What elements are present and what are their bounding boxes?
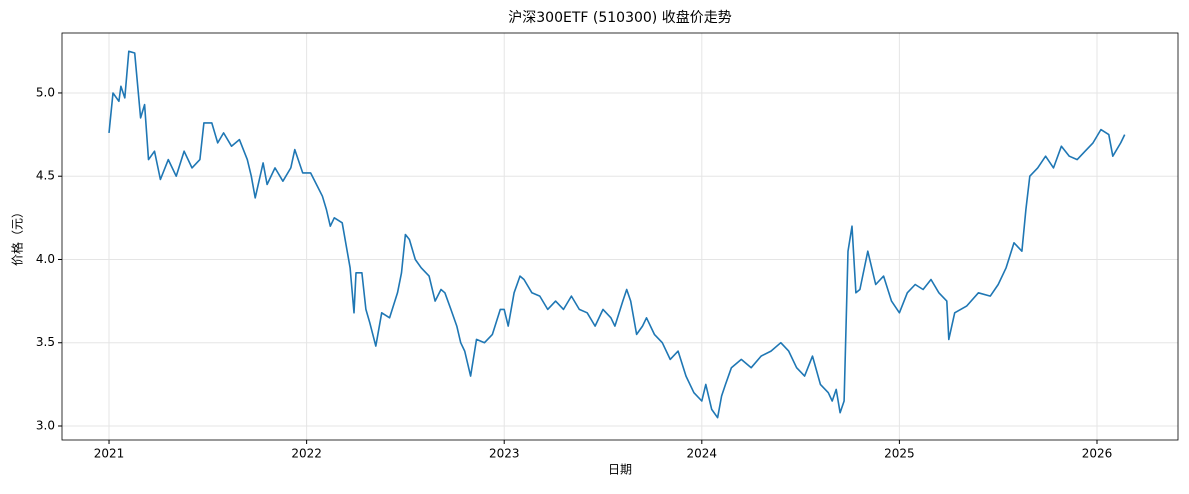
y-axis-label: 价格（元） [10, 206, 25, 266]
x-axis-label: 日期 [608, 463, 632, 477]
x-tick-label: 2021 [94, 447, 125, 461]
x-tick-label: 2023 [489, 447, 520, 461]
y-tick-label: 5.0 [36, 85, 55, 99]
y-tick-label: 4.5 [36, 169, 55, 183]
chart-title: 沪深300ETF (510300) 收盘价走势 [508, 9, 731, 26]
price-line [108, 50, 1126, 419]
x-tick-label: 2025 [884, 447, 915, 461]
x-tick-label: 2024 [687, 447, 718, 461]
y-tick-label: 4.0 [36, 252, 55, 266]
x-tick-label: 2026 [1082, 447, 1113, 461]
y-tick-label: 3.5 [36, 335, 55, 349]
plot-frame [61, 32, 1179, 441]
x-tick-label: 2022 [291, 447, 322, 461]
y-tick-label: 3.0 [36, 419, 55, 433]
